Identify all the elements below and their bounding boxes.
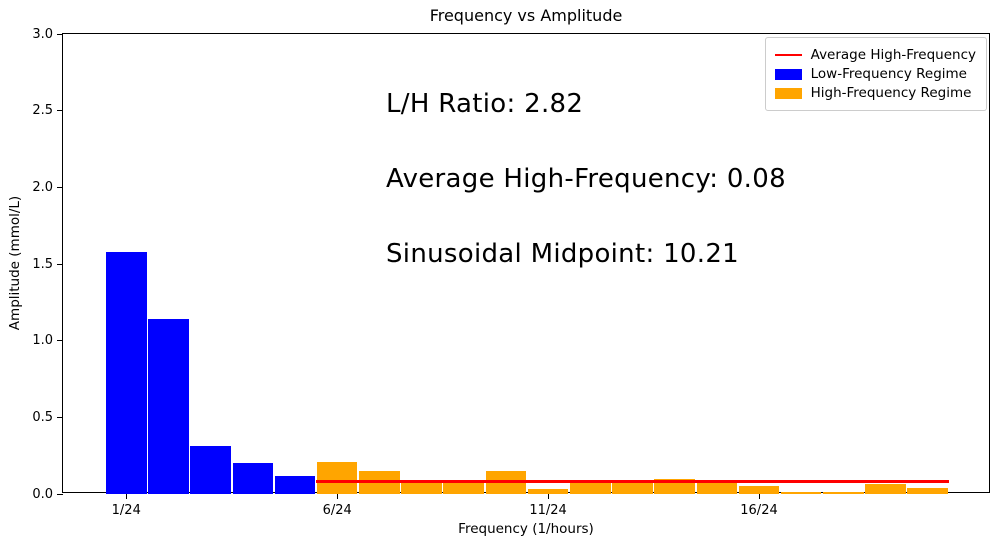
y-tick-mark <box>57 493 63 495</box>
legend-label: Average High-Frequency <box>810 47 976 63</box>
x-tick-mark <box>758 493 760 499</box>
x-tick-label: 11/24 <box>529 503 567 518</box>
red-line-swatch-icon <box>774 53 802 57</box>
bar-11-24 <box>527 489 569 494</box>
bar-2-24 <box>148 319 189 494</box>
legend-label: High-Frequency Regime <box>810 85 972 101</box>
bar-12-24 <box>570 482 611 494</box>
y-tick-label: 1.5 <box>32 256 53 272</box>
annotation-sinusoidal-midpoint: Sinusoidal Midpoint: 10.21 <box>386 239 740 269</box>
x-tick-mark <box>336 493 338 499</box>
bar-15-24 <box>696 482 738 494</box>
bar-8-24 <box>401 483 442 494</box>
bar-18-24 <box>823 491 864 494</box>
annotation-lh-ratio: L/H Ratio: 2.82 <box>386 89 584 119</box>
x-tick-label: 16/24 <box>740 503 778 518</box>
legend-entry-low-frequency-regime: Low-Frequency Regime <box>774 65 976 83</box>
legend-entry-average-high-frequency: Average High-Frequency <box>774 46 976 64</box>
bar-1-24 <box>106 251 147 494</box>
x-axis-label: Frequency (1/hours) <box>458 521 594 537</box>
legend: Average High-Frequency Low-Frequency Reg… <box>764 37 987 111</box>
bar-4-24 <box>232 463 274 494</box>
y-tick-label: 2.0 <box>32 179 53 195</box>
average-high-frequency-line <box>316 480 949 483</box>
x-tick-label: 1/24 <box>111 503 141 518</box>
y-tick-label: 0.5 <box>32 409 53 425</box>
plot-area: L/H Ratio: 2.82 Average High-Frequency: … <box>32 28 990 518</box>
y-tick-mark <box>57 340 63 342</box>
bar-17-24 <box>780 491 822 494</box>
y-tick-mark <box>57 186 63 188</box>
chart-title: Frequency vs Amplitude <box>429 6 623 25</box>
orange-patch-swatch-icon <box>774 87 802 99</box>
bar-16-24 <box>738 486 780 494</box>
bar-3-24 <box>190 446 231 494</box>
blue-patch-swatch-icon <box>774 68 802 80</box>
annotation-average-high-frequency: Average High-Frequency: 0.08 <box>386 164 786 194</box>
x-tick-mark <box>125 493 127 499</box>
x-tick-mark <box>547 493 549 499</box>
bar-5-24 <box>274 475 316 494</box>
bar-19-24 <box>865 484 906 494</box>
y-tick-mark <box>57 416 63 418</box>
legend-label: Low-Frequency Regime <box>810 66 967 82</box>
y-tick-label: 0.0 <box>32 486 53 502</box>
legend-entry-high-frequency-regime: High-Frequency Regime <box>774 84 976 102</box>
y-tick-mark <box>57 33 63 35</box>
y-tick-label: 1.0 <box>32 333 53 349</box>
y-tick-mark <box>57 110 63 112</box>
bar-9-24 <box>443 483 484 494</box>
x-tick-label: 6/24 <box>322 503 352 518</box>
bar-13-24 <box>612 482 653 494</box>
bar-6-24 <box>316 461 358 494</box>
y-tick-label: 3.0 <box>32 26 53 42</box>
y-tick-label: 2.5 <box>32 103 53 119</box>
y-tick-mark <box>57 263 63 265</box>
bar-20-24 <box>907 487 948 494</box>
